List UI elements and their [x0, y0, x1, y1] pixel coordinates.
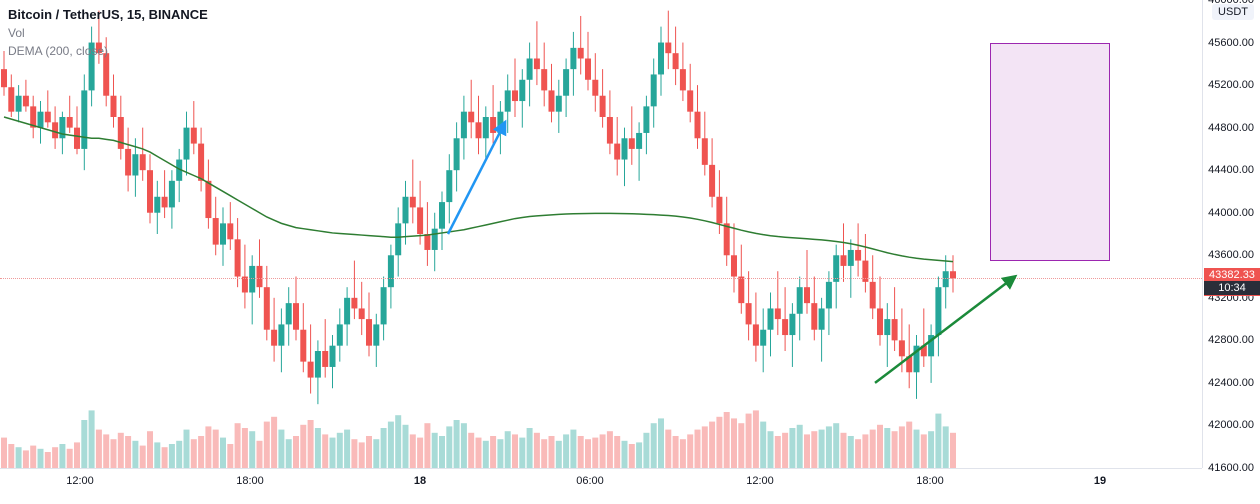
xaxis-tick: 18 [414, 475, 426, 487]
chart-legend: Bitcoin / TetherUS, 15, BINANCE Vol DEMA… [8, 6, 208, 60]
xaxis-tick: 06:00 [576, 475, 604, 487]
yaxis-tick: 43600.00 [1208, 249, 1254, 261]
xaxis-tick: 18:00 [916, 475, 944, 487]
indicator-label: DEMA (200, close) [8, 42, 208, 60]
yaxis-tick: 42400.00 [1208, 377, 1254, 389]
yaxis-tick: 45600.00 [1208, 37, 1254, 49]
xaxis-tick: 19 [1094, 475, 1106, 487]
xaxis-tick: 18:00 [236, 475, 264, 487]
chart-container[interactable]: Bitcoin / TetherUS, 15, BINANCE Vol DEMA… [0, 0, 1260, 504]
yaxis-tick: 44000.00 [1208, 207, 1254, 219]
time-axis[interactable]: 12:00 18:00 18 06:00 12:00 18:00 19 [0, 468, 1202, 504]
symbol-title: Bitcoin / TetherUS, 15, BINANCE [8, 6, 208, 24]
volume-label: Vol [8, 24, 208, 42]
price-unit-badge: USDT [1212, 4, 1254, 20]
forecast-rectangle[interactable] [990, 43, 1110, 261]
bar-countdown: 10:34 [1204, 281, 1260, 295]
yaxis-tick: 45200.00 [1208, 79, 1254, 91]
yaxis-tick: 41600.00 [1208, 462, 1254, 474]
last-price-tag: 43382.33 10:34 [1204, 268, 1260, 296]
xaxis-tick: 12:00 [66, 475, 94, 487]
yaxis-tick: 46000.00 [1208, 0, 1254, 6]
last-price-line [0, 278, 1202, 279]
xaxis-tick: 12:00 [746, 475, 774, 487]
yaxis-tick: 44800.00 [1208, 122, 1254, 134]
price-axis[interactable]: USDT 43382.33 10:34 46000.00 45600.00 4520… [1202, 0, 1260, 468]
yaxis-tick: 42000.00 [1208, 419, 1254, 431]
yaxis-tick: 42800.00 [1208, 334, 1254, 346]
last-price-value: 43382.33 [1204, 269, 1260, 281]
yaxis-tick: 44400.00 [1208, 164, 1254, 176]
